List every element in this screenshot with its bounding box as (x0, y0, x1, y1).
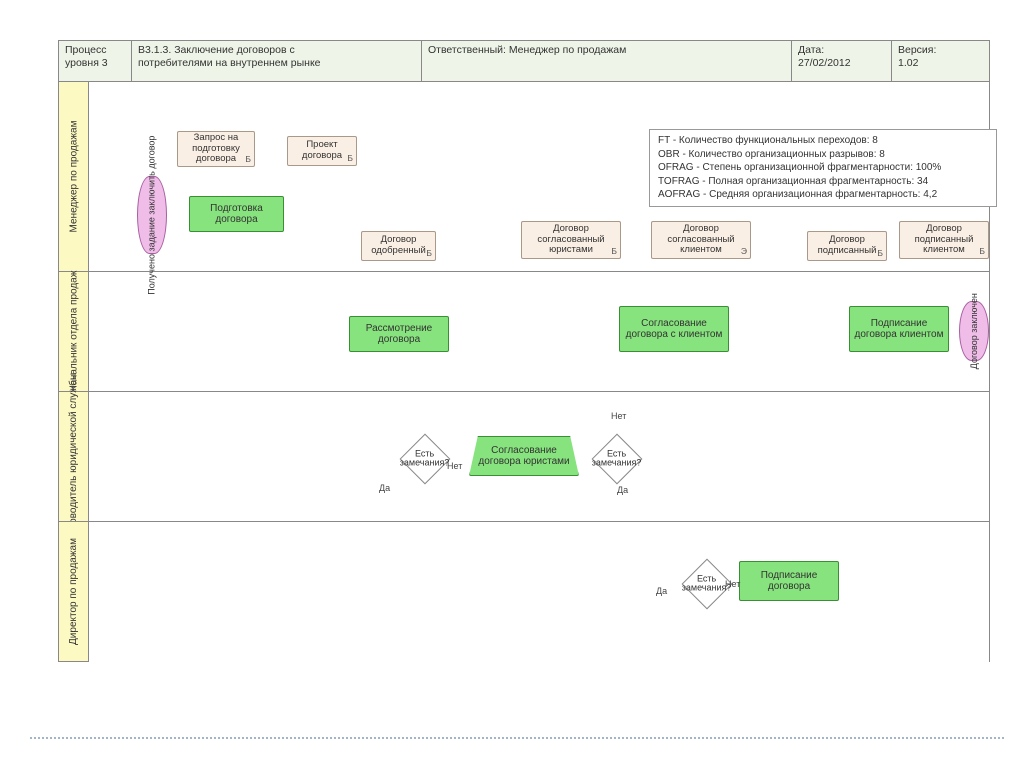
doc-text: Договор одобренный (366, 235, 431, 257)
lane-3 (89, 521, 989, 662)
d-proj: Проект договора (287, 136, 357, 166)
process-text: Согласование договора с клиентом (624, 318, 724, 341)
header-cell-3: Дата:27/02/2012 (792, 41, 892, 81)
p-sign: Подписание договора (739, 561, 839, 601)
header-cell-line1: Дата: (798, 44, 824, 56)
process-text: Подписание договора (744, 570, 834, 593)
metrics-line-1: OBR - Количество организационных разрыво… (658, 148, 988, 162)
p-law: Согласование договора юристами (469, 436, 579, 476)
header-row: Процессуровня 3В3.1.3. Заключение догово… (59, 41, 989, 81)
header-cell-line1: Версия: (898, 44, 936, 56)
header-cell-line2: потребителями на внутреннем рынке (138, 57, 321, 69)
e-start: Получено задание заключить договор (137, 176, 167, 254)
doc-text: Договор подписанный (812, 235, 882, 257)
metrics-line-2: OFRAG - Степень организационной фрагмент… (658, 161, 988, 175)
event-text: Получено задание заключить договор (147, 135, 157, 294)
branch-label-1: Нет (447, 461, 462, 471)
header-cell-1: В3.1.3. Заключение договоров спотребител… (132, 41, 422, 81)
header-cell-line1: Процесс (65, 44, 106, 56)
e-end: Договор заключен (959, 301, 989, 361)
d-lawok: Договор согласованный юристами (521, 221, 621, 259)
metrics-infobox: FT - Количество функциональных переходов… (649, 129, 997, 207)
doc-text: Договор согласованный юристами (526, 224, 616, 257)
lane-label-text: Директор по продажам (68, 538, 79, 645)
d-signed: Договор подписанный (807, 231, 887, 261)
header-cell-line2: 27/02/2012 (798, 57, 851, 69)
lane-label-3: Директор по продажам (59, 521, 89, 661)
branch-label-5: Нет (725, 579, 740, 589)
branch-label-3: Да (617, 485, 628, 495)
header-cell-line2: уровня 3 (65, 57, 108, 69)
p-sign-cli: Подписание договора клиентом (849, 306, 949, 352)
process-text: Подписание договора клиентом (854, 318, 944, 341)
d-cliok: Договор согласованный клиентом (651, 221, 751, 259)
p-approve-cli: Согласование договора с клиентом (619, 306, 729, 352)
doc-text: Запрос на подготовку договора (182, 133, 250, 166)
decision-text: Есть замечания? (400, 450, 450, 469)
process-text: Рассмотрение договора (354, 323, 444, 346)
process-text: Подготовка договора (194, 203, 279, 226)
doc-text: Договор согласованный клиентом (656, 224, 746, 257)
lane-label-text: Менеджер по продажам (68, 121, 79, 233)
decision-text: Есть замечания? (592, 450, 642, 469)
lanes-container: FT - Количество функциональных переходов… (89, 81, 989, 661)
p-review: Рассмотрение договора (349, 316, 449, 352)
d-cli-signed: Договор подписанный клиентом (899, 221, 989, 259)
header-cell-line1: Ответственный: Менеджер по продажам (428, 44, 626, 56)
d-req: Запрос на подготовку договора (177, 131, 255, 167)
page-divider (30, 737, 1004, 739)
header-cell-4: Версия:1.02 (892, 41, 989, 81)
metrics-line-4: AOFRAG - Средняя организационная фрагмен… (658, 188, 988, 202)
process-text: Согласование договора юристами (474, 445, 574, 468)
branch-label-4: Да (656, 586, 667, 596)
d-appr: Договор одобренный (361, 231, 436, 261)
lane-label-0: Менеджер по продажам (59, 81, 89, 271)
header-cell-0: Процессуровня 3 (59, 41, 132, 81)
branch-label-0: Да (379, 483, 390, 493)
branch-label-2: Нет (611, 411, 626, 421)
doc-text: Проект договора (292, 140, 352, 162)
header-cell-line1: В3.1.3. Заключение договоров с (138, 44, 295, 56)
doc-text: Договор подписанный клиентом (904, 224, 984, 257)
p-prep: Подготовка договора (189, 196, 284, 232)
lane-label-text: Руководитель юридической службы (68, 373, 79, 540)
event-text: Договор заключен (969, 293, 979, 369)
header-cell-line2: 1.02 (898, 57, 918, 69)
header-cell-2: Ответственный: Менеджер по продажам (422, 41, 792, 81)
diagram-frame: Процессуровня 3В3.1.3. Заключение догово… (58, 40, 990, 662)
lane-label-2: Руководитель юридической службы (59, 391, 89, 521)
metrics-line-3: TOFRAG - Полная организационная фрагмент… (658, 175, 988, 189)
metrics-line-0: FT - Количество функциональных переходов… (658, 134, 988, 148)
